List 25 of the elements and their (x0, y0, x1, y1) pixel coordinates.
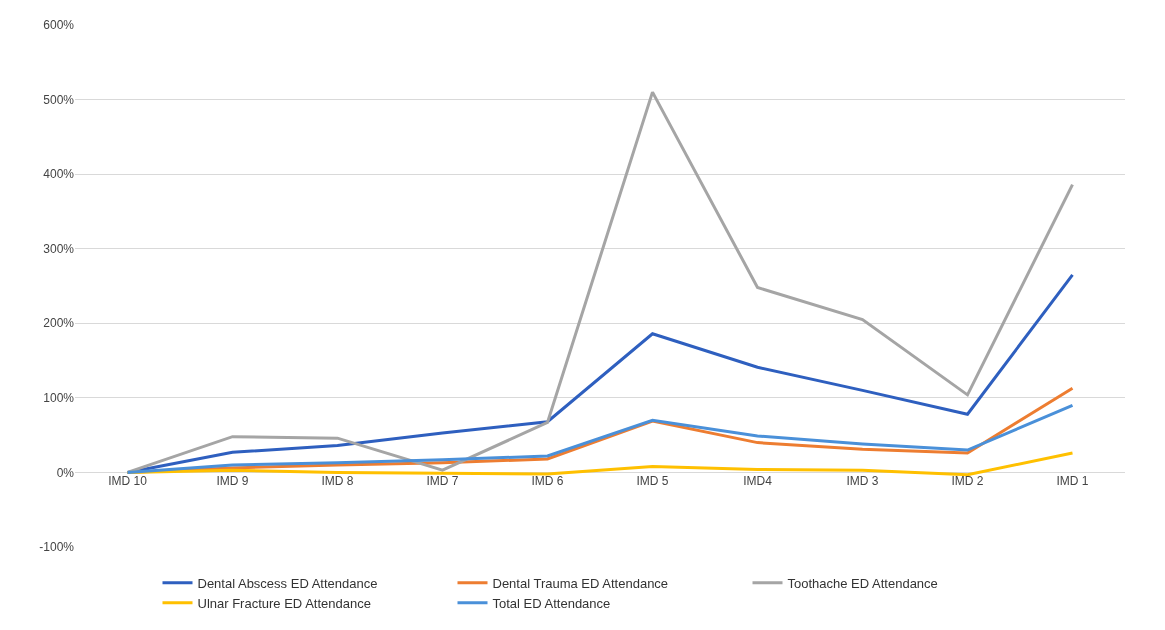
y-tick-label: 400% (43, 167, 75, 182)
x-tick-label: IMD 3 (846, 474, 879, 489)
y-tick-label: 300% (43, 241, 75, 256)
legend-label: Ulnar Fracture ED Attendance (197, 595, 371, 611)
y-tick-label: -100% (39, 540, 75, 555)
line-series (126, 90, 1074, 474)
legend-label: Dental Abscess ED Attendance (197, 575, 378, 591)
x-tick-label: IMD 6 (531, 474, 564, 489)
y-tick-label: 200% (43, 316, 75, 331)
x-tick-label: IMD 8 (321, 474, 354, 489)
y-tick-label: 100% (43, 391, 75, 406)
x-tick-label: IMD 5 (636, 474, 669, 489)
legend-label: Toothache ED Attendance (787, 575, 938, 591)
legend-label: Dental Trauma ED Attendance (492, 575, 669, 591)
x-tick-label: IMD 1 (1056, 474, 1089, 489)
line-series (126, 403, 1074, 474)
legend-label: Total ED Attendance (492, 595, 611, 611)
x-tick-label: IMD 2 (951, 474, 984, 489)
y-tick-label: 600% (43, 18, 75, 33)
y-tick-label: 0% (56, 465, 75, 480)
x-tick-label: IMD4 (743, 474, 773, 489)
y-tick-label: 500% (43, 92, 75, 107)
x-tick-label: IMD 9 (216, 474, 249, 489)
x-tick-label: IMD 10 (108, 474, 148, 489)
x-tick-label: IMD 7 (426, 474, 459, 489)
